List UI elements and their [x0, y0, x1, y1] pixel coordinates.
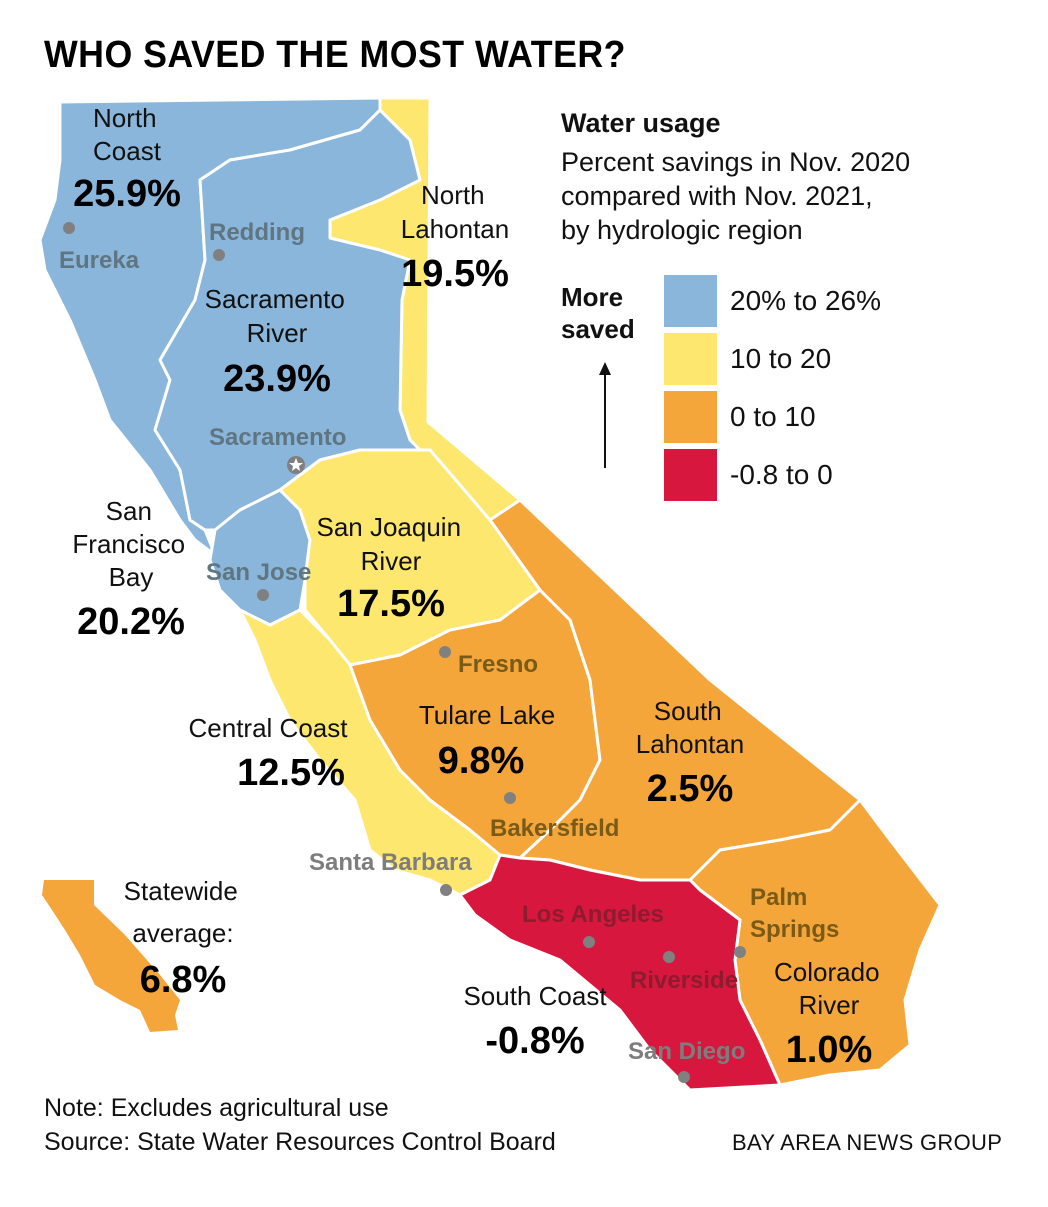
legend-subtitle: Percent savings in Nov. 2020 compared wi… — [561, 145, 1031, 247]
north-coast-label: North Coast — [93, 103, 162, 166]
riverside-dot — [663, 951, 675, 963]
legend-swatch — [664, 391, 717, 443]
legend-subtitle-line: compared with Nov. 2021, — [561, 181, 873, 211]
city-bakersfield: Bakersfield — [490, 815, 619, 842]
more-saved-line: saved — [561, 314, 635, 344]
south-coast-label: South Coast — [463, 981, 607, 1011]
north-lahontan-value: 19.5% — [401, 253, 509, 295]
legend-item-label: 20% to 26% — [730, 285, 881, 316]
tulare-lake-value: 9.8% — [438, 740, 525, 782]
note-text: Note: Excludes agricultural use — [44, 1094, 389, 1122]
city-riverside: Riverside — [630, 967, 738, 994]
legend-item: 0 to 10 — [664, 391, 1024, 443]
legend-item: 20% to 26% — [664, 275, 1024, 327]
city-palm-springs: Palm Springs — [750, 884, 839, 943]
san-joaquin-river-value: 17.5% — [337, 583, 445, 625]
colorado-river-label: Colorado River — [774, 957, 884, 1020]
central-coast-value: 12.5% — [237, 752, 345, 794]
san-diego-dot — [678, 1071, 690, 1083]
fresno-dot — [439, 646, 451, 658]
redding-dot — [213, 249, 225, 261]
credit-text: BAY AREA NEWS GROUP — [732, 1130, 1003, 1155]
legend-item: 10 to 20 — [664, 333, 1024, 385]
more-saved-line: More — [561, 282, 624, 312]
city-sacramento: Sacramento — [209, 424, 346, 451]
statewide-california-icon — [42, 880, 180, 1032]
statewide-value: 6.8% — [140, 959, 227, 1001]
legend-swatch — [664, 333, 717, 385]
legend-item-label: 0 to 10 — [730, 401, 816, 432]
source-text: Source: State Water Resources Control Bo… — [44, 1128, 556, 1156]
city-santa-barbara: Santa Barbara — [309, 849, 472, 876]
legend-swatch — [664, 275, 717, 327]
city-redding: Redding — [209, 219, 305, 246]
santa-barbara-dot — [440, 884, 452, 896]
tulare-lake-label: Tulare Lake — [419, 700, 555, 730]
city-san-jose: San Jose — [206, 559, 311, 586]
south-lahontan-value: 2.5% — [647, 768, 734, 810]
sacramento-river-value: 23.9% — [223, 358, 331, 400]
region-south-coast — [458, 853, 782, 1092]
legend-subtitle-line: Percent savings in Nov. 2020 — [561, 147, 911, 177]
legend-swatch — [664, 449, 717, 501]
arrow-up-icon — [597, 362, 613, 468]
legend-item-label: -0.8 to 0 — [730, 459, 833, 490]
page-title: WHO SAVED THE MOST WATER? — [44, 34, 626, 76]
south-lahontan-label: South Lahontan — [636, 696, 744, 759]
san-francisco-bay-value: 20.2% — [77, 601, 185, 643]
city-san-diego: San Diego — [628, 1038, 745, 1065]
statewide-label: Statewide average: — [124, 876, 243, 948]
central-coast-label: Central Coast — [189, 713, 349, 743]
palm-springs-dot — [734, 946, 746, 958]
bakersfield-dot — [504, 792, 516, 804]
san-francisco-bay-label: San Francisco Bay — [72, 496, 189, 592]
legend-item: -0.8 to 0 — [664, 449, 1024, 501]
los-angeles-dot — [583, 936, 595, 948]
legend-item-label: 10 to 20 — [730, 343, 832, 374]
city-fresno: Fresno — [458, 651, 538, 678]
colorado-river-value: 1.0% — [786, 1029, 873, 1071]
eureka-dot — [63, 222, 75, 234]
san-jose-dot — [257, 589, 269, 601]
city-los-angeles: Los Angeles — [522, 901, 664, 928]
legend-title: Water usage — [561, 108, 721, 138]
san-joaquin-river-label: San Joaquin River — [316, 512, 465, 576]
north-lahontan-label: North Lahontan — [401, 180, 509, 244]
city-eureka: Eureka — [59, 247, 140, 274]
capital-star-icon — [287, 456, 305, 474]
legend-subtitle-line: by hydrologic region — [561, 215, 803, 245]
region-san-francisco-bay — [208, 488, 312, 627]
north-coast-value: 25.9% — [73, 173, 181, 215]
more-saved-label: More saved — [561, 281, 635, 345]
sacramento-river-label: Sacramento River — [205, 284, 350, 348]
south-coast-value: -0.8% — [485, 1020, 584, 1062]
